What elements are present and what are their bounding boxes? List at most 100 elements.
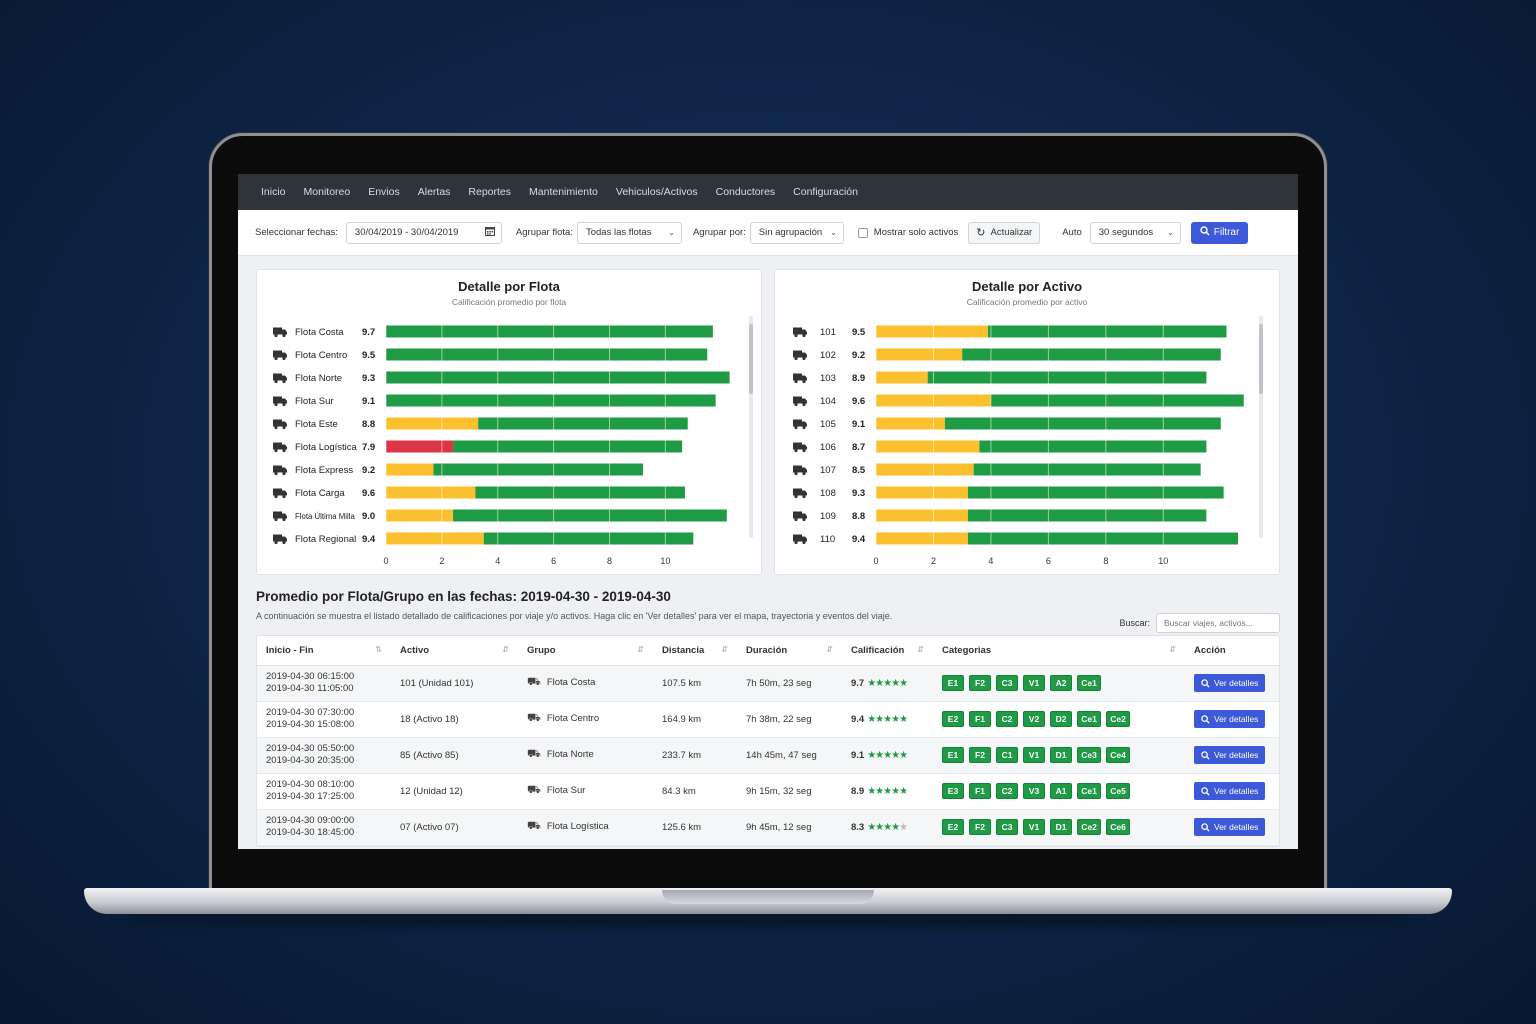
date-range-input[interactable]: 30/04/2019 - 30/04/2019 <box>345 221 502 244</box>
filter-toolbar: Seleccionar fechas: 30/04/2019 - 30/04/2… <box>238 210 1298 256</box>
truck-icon <box>793 465 807 476</box>
refresh-button[interactable]: ↻ Actualizar <box>968 221 1041 244</box>
summary-description: A continuación se muestra el listado det… <box>256 611 893 621</box>
x-tick-label: 2 <box>439 556 444 566</box>
category-badge: Ce6 <box>1106 819 1130 835</box>
laptop-shadow <box>120 910 1416 926</box>
bar-segment <box>876 325 989 338</box>
asset-chart-subtitle: Calificación promedio por activo <box>966 297 1088 307</box>
cell-asset: 12 (Unidad 12) <box>391 773 518 810</box>
category-badge: F1 <box>969 711 991 727</box>
col-duration[interactable]: Duración ⇵ <box>737 636 842 666</box>
bar-score-label: 8.8 <box>362 419 375 430</box>
asset-chart-title: Detalle por Activo <box>971 279 1083 294</box>
col-group[interactable]: Grupo ⇵ <box>518 636 653 666</box>
cell-duration: 7h 38m, 22 seg <box>737 701 842 738</box>
category-badge: C3 <box>996 819 1018 835</box>
scrollbar-thumb <box>1259 324 1263 394</box>
truck-icon <box>273 465 287 476</box>
nav-envios[interactable]: Envios <box>368 186 400 198</box>
auto-refresh-select[interactable]: 30 segundos ⌄ <box>1089 221 1181 244</box>
x-tick-label: 8 <box>607 556 612 566</box>
view-details-button[interactable]: Ver detalles <box>1194 818 1266 836</box>
category-badge: E1 <box>942 747 964 763</box>
nav-configuracion[interactable]: Configuración <box>793 186 858 198</box>
rating-value: 8.9 <box>851 785 865 797</box>
cell-range: 2019-04-30 09:00:00 2019-04-30 18:45:00 <box>257 809 391 846</box>
col-rating[interactable]: Calificación ⇵ <box>842 636 933 666</box>
cell-range: 2019-04-30 05:50:00 2019-04-30 20:35:00 <box>257 737 391 774</box>
bar-category-label: 109 <box>820 511 836 522</box>
bar-category-label: 106 <box>820 442 836 453</box>
sort-icon: ⇵ <box>826 644 833 654</box>
col-distance[interactable]: Distancia ⇵ <box>653 636 737 666</box>
category-badge: F2 <box>969 675 991 691</box>
truck-icon <box>793 442 807 453</box>
cell-asset: 18 (Activo 18) <box>391 701 518 738</box>
rating-value: 9.4 <box>851 713 865 725</box>
nav-mantenimiento[interactable]: Mantenimiento <box>529 186 598 198</box>
col-categories[interactable]: Categorias ⇵ <box>933 636 1185 666</box>
cell-categories: E1 F2 C3 V1 A2 Ce1 <box>933 665 1185 702</box>
cell-distance: 107.5 km <box>653 665 737 702</box>
truck-icon: ⛟ <box>527 784 541 796</box>
bar-score-label: 9.2 <box>852 350 865 361</box>
bar-segment <box>927 371 1207 384</box>
filter-button[interactable]: Filtrar <box>1190 221 1249 244</box>
view-details-button[interactable]: Ver detalles <box>1194 710 1266 728</box>
view-details-button[interactable]: Ver detalles <box>1194 674 1266 692</box>
category-badge: V1 <box>1023 747 1045 763</box>
auto-label: Auto <box>1062 227 1082 238</box>
bar-segment <box>967 509 1207 522</box>
category-badge: V3 <box>1023 783 1045 799</box>
view-details-button[interactable]: Ver detalles <box>1194 782 1266 800</box>
search-icon <box>1200 226 1210 239</box>
star-rating-icon: ★★★★★ <box>867 713 908 725</box>
x-tick-label: 10 <box>660 556 670 566</box>
group-select[interactable]: Sin agrupación ⌄ <box>749 221 844 244</box>
nav-reportes[interactable]: Reportes <box>468 186 512 198</box>
bar-category-label: 110 <box>820 534 835 545</box>
laptop-notch <box>662 890 874 904</box>
cell-group: ⛟ Flota Norte <box>518 737 653 774</box>
bar-score-label: 8.5 <box>852 465 866 476</box>
nav-alertas[interactable]: Alertas <box>417 186 451 198</box>
category-badge: Ce1 <box>1077 711 1101 727</box>
x-tick-label: 0 <box>383 556 388 566</box>
bar-category-label: Flota Norte <box>295 373 342 384</box>
start-time: 2019-04-30 06:15:00 <box>266 671 355 682</box>
star-rating-icon: ★★★★★ <box>867 821 908 833</box>
sort-icon: ⇵ <box>917 644 924 654</box>
nav-conductores[interactable]: Conductores <box>715 186 776 198</box>
asset-chart-panel: Detalle por Activo Calificación promedio… <box>774 269 1280 575</box>
start-time: 2019-04-30 09:00:00 <box>266 815 355 826</box>
refresh-label: Actualizar <box>990 227 1033 238</box>
col-asset[interactable]: Activo ⇵ <box>391 636 518 666</box>
bar-segment <box>478 417 688 430</box>
col-range[interactable]: Inicio - Fin ⇅ <box>257 636 391 666</box>
view-details-button[interactable]: Ver detalles <box>1194 746 1266 764</box>
truck-icon <box>273 488 287 499</box>
category-badge: F1 <box>969 783 991 799</box>
category-badge: V1 <box>1023 675 1045 691</box>
table-row: 2019-04-30 09:00:00 2019-04-30 18:45:00 07… <box>257 809 1279 846</box>
search-icon <box>1201 786 1210 796</box>
category-badge: C3 <box>996 675 1018 691</box>
fleet-select[interactable]: Todas las flotas ⌄ <box>576 221 682 244</box>
nav-monitoreo[interactable]: Monitoreo <box>303 186 351 198</box>
end-time: 2019-04-30 15:08:00 <box>266 719 355 730</box>
bar-segment <box>386 417 479 430</box>
bar-score-label: 8.9 <box>852 373 865 384</box>
bar-category-label: 102 <box>820 350 836 361</box>
nav-vehiculos[interactable]: Vehiculos/Activos <box>615 186 698 198</box>
active-only-checkbox[interactable] <box>857 227 868 238</box>
nav-inicio[interactable]: Inicio <box>261 186 286 198</box>
fleet-chart-panel: Detalle por Flota Calificación promedio … <box>256 269 762 575</box>
category-badge: V2 <box>1023 711 1045 727</box>
x-tick-label: 8 <box>1103 556 1108 566</box>
search-input[interactable] <box>1156 613 1280 633</box>
bar-segment <box>967 486 1224 499</box>
x-tick-label: 6 <box>551 556 556 566</box>
bar-segment <box>962 348 1221 361</box>
category-badge: Ce5 <box>1106 783 1130 799</box>
